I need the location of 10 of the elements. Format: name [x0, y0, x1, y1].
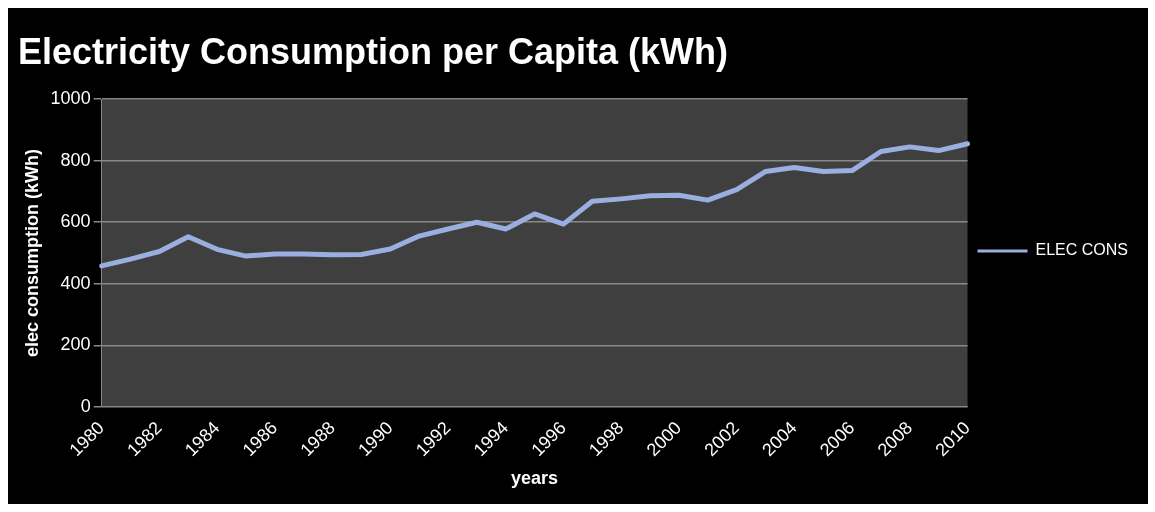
y-tick-label: 1000: [50, 88, 91, 109]
y-tick-label: 800: [60, 149, 91, 170]
y-tick-label: 0: [80, 395, 91, 416]
legend-label: ELEC CONS: [1035, 241, 1128, 259]
y-axis-title: elec consumption (kWh): [21, 149, 42, 358]
y-tick-label: 600: [60, 211, 91, 232]
chart-title: Electricity Consumption per Capita (kWh): [18, 30, 729, 72]
x-axis-title: years: [511, 468, 559, 489]
y-tick-label: 200: [60, 334, 91, 355]
y-tick-label: 400: [60, 272, 91, 293]
